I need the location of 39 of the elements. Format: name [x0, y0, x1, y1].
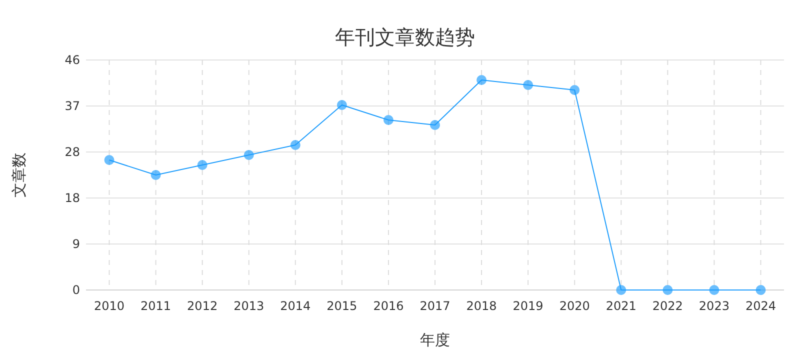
point: [383, 115, 394, 125]
y-tick-label: 37: [64, 99, 80, 113]
point: [756, 285, 766, 295]
x-tick-label: 2012: [187, 299, 218, 313]
point: [430, 120, 440, 130]
point: [570, 85, 580, 95]
x-axis-title: 年度: [420, 331, 450, 349]
x-tick-label: 2017: [420, 299, 450, 313]
point: [104, 155, 114, 165]
x-tick-label: 2024: [745, 299, 776, 313]
x-tick-label: 2015: [326, 299, 358, 313]
y-tick-label: 9: [72, 237, 80, 251]
point: [523, 80, 534, 90]
y-tick-label: 28: [64, 145, 80, 159]
x-tick-label: 2010: [94, 299, 125, 313]
x-tick-label: 2013: [234, 299, 264, 313]
point: [336, 100, 347, 110]
x-tick-label: 2023: [698, 299, 730, 313]
x-tick-label: 2016: [373, 299, 404, 313]
y-axis-title: 文章数: [10, 152, 28, 198]
chart-title: 年刊文章数趋势: [335, 25, 475, 49]
point: [150, 170, 161, 180]
x-tick-label: 2021: [606, 299, 636, 313]
y-tick-label: 46: [64, 53, 80, 67]
x-tick-label: 2014: [280, 299, 311, 313]
point: [662, 285, 673, 295]
y-tick-label: 18: [64, 191, 80, 205]
point: [197, 160, 208, 170]
point: [290, 140, 300, 150]
point: [709, 285, 720, 295]
x-tick-label: 2022: [652, 299, 683, 313]
point: [244, 150, 254, 160]
x-tick-label: 2019: [512, 299, 544, 313]
y-tick-label: 0: [72, 283, 80, 297]
point: [616, 285, 626, 295]
x-tick-label: 2020: [559, 299, 590, 313]
x-tick-label: 2011: [140, 299, 172, 313]
point: [476, 75, 487, 85]
x-tick-label: 2018: [466, 299, 497, 313]
